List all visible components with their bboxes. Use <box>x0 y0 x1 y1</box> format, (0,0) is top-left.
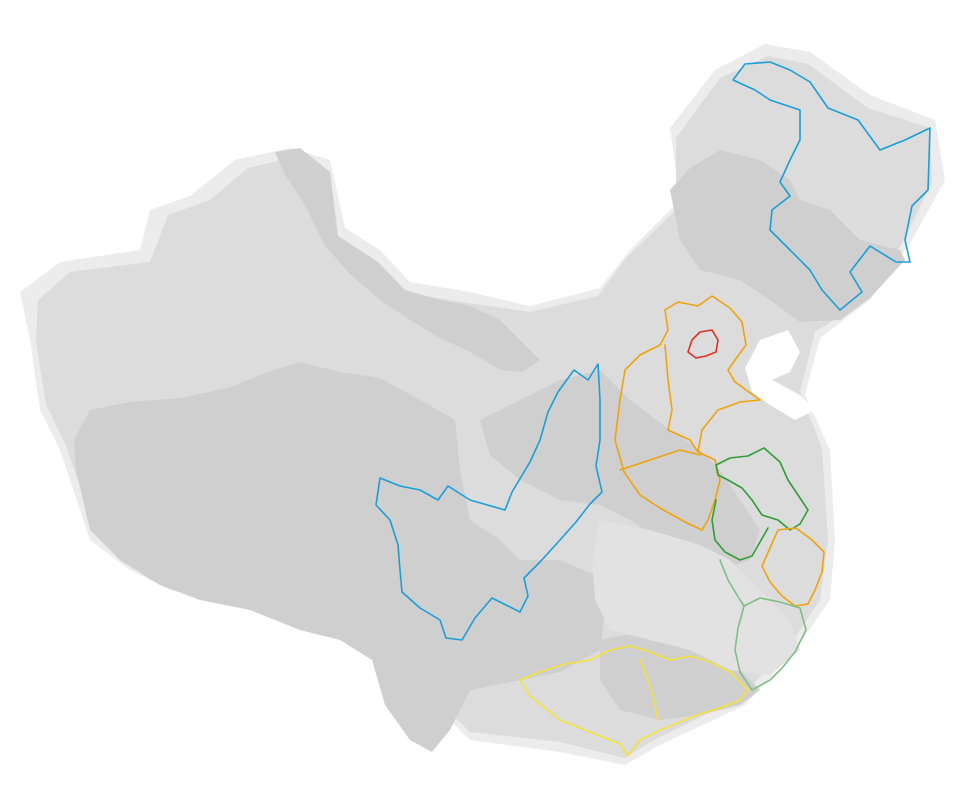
beijing-outline <box>687 329 719 359</box>
north-central-region-outline <box>614 295 761 531</box>
jiangxi-divider <box>719 559 745 607</box>
bohai-sea <box>745 330 815 420</box>
south-region-outline <box>519 645 749 757</box>
southwest-region-outline <box>375 363 603 641</box>
anhui-green-edge <box>711 499 769 561</box>
land-southeast <box>592 520 800 675</box>
zhejiang-outline <box>761 527 825 607</box>
land-base <box>20 44 945 765</box>
northeast-region-outline <box>732 61 931 311</box>
south-region-divider <box>639 659 659 721</box>
region-outlines <box>375 61 931 757</box>
land-north-band <box>275 148 540 372</box>
land-south-strip <box>600 632 760 720</box>
land-northeast <box>670 150 905 322</box>
north-central-divider-2 <box>619 449 701 471</box>
land-west-tibet <box>74 362 605 752</box>
north-central-divider <box>664 344 699 453</box>
jiangsu-outline <box>715 447 809 531</box>
fujian-outline <box>734 597 807 691</box>
